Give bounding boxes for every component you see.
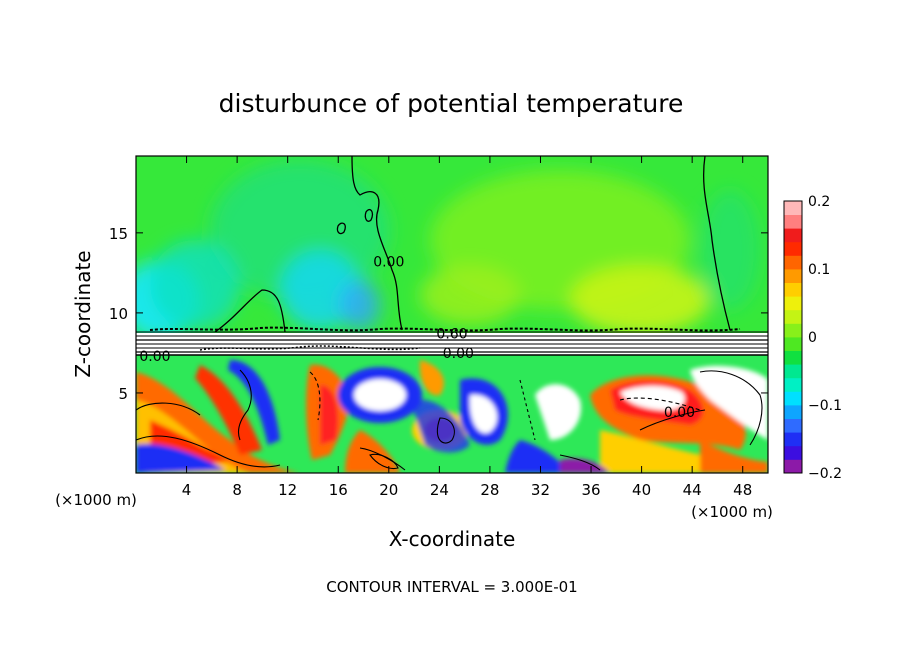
- contour-label: 0.00: [664, 405, 695, 421]
- x-tick-label: 16: [329, 481, 348, 499]
- colorbar-swatch: [784, 459, 802, 474]
- y-tick-label: 10: [109, 305, 128, 323]
- colorbar-swatch: [784, 364, 802, 379]
- colorbar-swatch: [784, 405, 802, 419]
- y-tick-label: 15: [109, 225, 128, 243]
- x-tick-label: 32: [531, 481, 550, 499]
- contour-label: 0.00: [443, 346, 474, 362]
- y-axis-label: Z-coordinate: [71, 250, 95, 377]
- x-tick-label: 36: [581, 481, 600, 499]
- contour-interval-note: CONTOUR INTERVAL = 3.000E-01: [326, 578, 577, 596]
- x-tick-label: 24: [430, 481, 449, 499]
- x-tick-label: 20: [379, 481, 398, 499]
- upper-contours: [214, 156, 731, 333]
- colorbar-tick-label: −0.1: [808, 398, 842, 414]
- x-unit-label-right: (×1000 m): [691, 503, 773, 521]
- x-tick-label: 8: [232, 481, 242, 499]
- x-axis: 4 8 12 16 20 24 28 32 36 40 44 48: [182, 156, 752, 499]
- colorbar-tick-label: 0.2: [808, 194, 830, 210]
- colorbar-swatch: [784, 228, 802, 243]
- upper-field-texture: [136, 160, 760, 340]
- colorbar-swatch: [784, 255, 802, 270]
- colorbar-swatch: [784, 350, 802, 365]
- colorbar-swatch: [784, 418, 802, 433]
- x-tick-label: 40: [632, 481, 651, 499]
- contour-label: 0.60: [436, 327, 467, 343]
- colorbar-swatch: [784, 377, 802, 392]
- colorbar-tick-label: −0.2: [808, 466, 842, 482]
- colorbar-swatch: [784, 201, 802, 215]
- colorbar-tick-label: 0.1: [808, 262, 830, 278]
- colorbar-swatch: [784, 214, 802, 229]
- x-unit-label-left: (×1000 m): [55, 491, 137, 509]
- colorbar-swatch: [784, 432, 802, 447]
- colorbar-swatch: [784, 391, 802, 406]
- colorbar-swatch: [784, 282, 802, 297]
- colorbar-swatch: [784, 445, 802, 460]
- colorbar-swatch: [784, 337, 802, 351]
- colorbar-swatch: [784, 241, 802, 256]
- plot-frame: [135, 155, 769, 474]
- y-tick-label: 5: [118, 385, 128, 403]
- x-tick-label: 28: [480, 481, 499, 499]
- y-axis: 5 10 15: [109, 225, 768, 403]
- contour-label: 0.00: [139, 349, 170, 365]
- colorbar-swatch: [784, 296, 802, 311]
- colorbar-swatch: [784, 269, 802, 283]
- x-tick-label: 44: [683, 481, 702, 499]
- colorbar: −0.2 −0.1 0 0.1 0.2: [783, 194, 842, 482]
- x-axis-label: X-coordinate: [389, 527, 516, 551]
- x-tick-label: 4: [182, 481, 192, 499]
- x-tick-label: 48: [733, 481, 752, 499]
- colorbar-swatch: [784, 323, 802, 338]
- x-tick-label: 12: [278, 481, 297, 499]
- chart-title: disturbunce of potential temperature: [219, 89, 684, 118]
- lower-field-patches: [136, 360, 768, 473]
- inversion-contours: [136, 326, 768, 356]
- contour-labels: 0.00 0.60 0.00 0.00 0.00: [139, 255, 695, 421]
- colorbar-swatch: [784, 309, 802, 324]
- lower-contours: [136, 369, 763, 471]
- colorbar-tick-label: 0: [808, 330, 817, 346]
- plot-area: 0.00 0.60 0.00 0.00 0.00: [136, 156, 768, 473]
- colorbar-frame: [783, 200, 803, 474]
- contour-label: 0.00: [373, 255, 404, 271]
